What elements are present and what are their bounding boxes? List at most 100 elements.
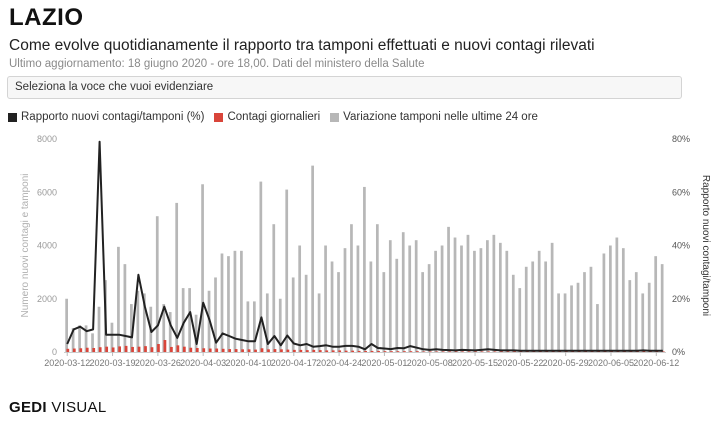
cases-bar <box>370 350 374 352</box>
tests-bar <box>194 314 198 352</box>
y2-tick-label: 80% <box>672 134 690 144</box>
tests-bar <box>524 266 528 352</box>
x-tick-label: 2020-03-19 <box>90 358 136 368</box>
cases-bar <box>409 351 413 352</box>
legend-item-cases[interactable]: Contagi giornalieri <box>214 111 320 123</box>
cases-bar <box>267 349 270 352</box>
tests-bar <box>408 245 412 352</box>
tests-bar <box>660 264 664 352</box>
tests-bar <box>311 165 314 352</box>
cases-bar <box>390 351 393 352</box>
cases-bar <box>144 346 147 352</box>
cases-bar <box>461 351 465 352</box>
x-tick-label: 2020-06-12 <box>633 358 679 368</box>
tests-bar <box>324 245 327 352</box>
brand-logo: GEDI VISUAL <box>9 399 107 416</box>
tests-bar <box>201 184 204 352</box>
page-title: LAZIO <box>9 4 84 31</box>
tests-bar <box>162 304 166 352</box>
legend-item-ratio[interactable]: Rapporto nuovi contagi/tamponi (%) <box>8 111 204 123</box>
cases-bar <box>66 348 70 352</box>
tests-bar <box>369 261 373 352</box>
cases-bar <box>364 350 367 352</box>
cases-bar <box>487 351 490 352</box>
tests-bar <box>291 277 295 352</box>
cases-bar <box>551 351 555 352</box>
cases-bar <box>305 350 309 352</box>
tests-bar <box>602 253 606 352</box>
tests-bar <box>382 272 386 352</box>
cases-bar <box>513 351 516 352</box>
ratio-line <box>66 140 663 352</box>
cases-bar <box>448 351 452 352</box>
cases-bar <box>610 351 613 352</box>
tests-bar <box>71 328 75 352</box>
legend-item-tests[interactable]: Variazione tamponi nelle ultime 24 ore <box>330 111 538 123</box>
cases-bar <box>403 351 406 352</box>
tests-bar <box>395 258 399 352</box>
y-tick-label: 8000 <box>37 134 57 144</box>
tests-bar <box>492 234 496 352</box>
cases-bar <box>597 351 600 352</box>
tests-bar <box>304 274 308 352</box>
cases-bar <box>221 348 225 352</box>
tests-bar <box>440 245 444 352</box>
cases-bar <box>377 350 380 352</box>
legend-swatch-ratio <box>8 112 17 122</box>
tests-bar <box>117 246 120 352</box>
tests-bar <box>227 256 230 352</box>
x-tick-label: 2020-06-05 <box>588 358 634 368</box>
cases-bar <box>629 351 633 352</box>
cases-bar <box>299 349 303 352</box>
chart-legend: Rapporto nuovi contagi/tamponi (%) Conta… <box>8 109 548 125</box>
tests-bar <box>298 245 302 352</box>
tests-bar <box>363 186 366 352</box>
cases-bar <box>422 351 426 352</box>
tests-bar <box>427 264 431 352</box>
cases-bar <box>157 344 160 352</box>
update-note: Ultimo aggiornamento: 18 giugno 2020 - o… <box>9 58 425 70</box>
cases-bar <box>293 349 296 352</box>
series-selector[interactable]: Seleziona la voce che vuoi evidenziare <box>7 76 682 99</box>
cases-bar <box>79 348 83 352</box>
tests-bar <box>123 264 127 352</box>
tests-bar <box>563 293 567 352</box>
tests-bar <box>589 266 593 352</box>
cases-bar <box>532 351 536 352</box>
cases-bar <box>480 351 484 352</box>
tests-bar <box>641 293 645 352</box>
cases-bar <box>241 349 244 352</box>
tests-bar <box>544 261 548 352</box>
cases-bar <box>163 340 167 352</box>
legend-label-cases: Contagi giornalieri <box>227 111 321 123</box>
cases-bar <box>564 351 568 352</box>
tests-bar <box>479 248 483 352</box>
tests-bar <box>343 248 347 352</box>
y-tick-label: 6000 <box>37 187 57 197</box>
cases-bar <box>519 351 523 352</box>
x-tick-label: 2020-04-17 <box>271 358 317 368</box>
cases-bar <box>416 351 419 352</box>
cases-bar <box>603 351 607 352</box>
tests-bar <box>628 280 632 352</box>
cases-bar <box>254 349 257 352</box>
cases-bar <box>92 348 96 352</box>
tests-bar <box>130 304 133 352</box>
tests-bar <box>375 224 379 352</box>
legend-label-tests: Variazione tamponi nelle ultime 24 ore <box>343 111 538 123</box>
cases-bar <box>105 346 109 352</box>
y-tick-label: 2000 <box>37 294 57 304</box>
tests-bar <box>557 293 560 352</box>
tests-bar <box>466 234 470 352</box>
cases-bar <box>584 351 588 352</box>
tests-bar <box>91 333 94 352</box>
x-tick-label: 2020-04-03 <box>180 358 226 368</box>
y-tick-label: 0 <box>52 347 57 357</box>
tests-bar <box>473 250 476 352</box>
tests-bar <box>246 301 250 352</box>
cases-bar <box>260 348 264 352</box>
cases-bar <box>649 351 652 352</box>
x-tick-label: 2020-04-10 <box>225 358 271 368</box>
tests-bar <box>168 312 172 352</box>
cases-bar <box>526 351 529 352</box>
